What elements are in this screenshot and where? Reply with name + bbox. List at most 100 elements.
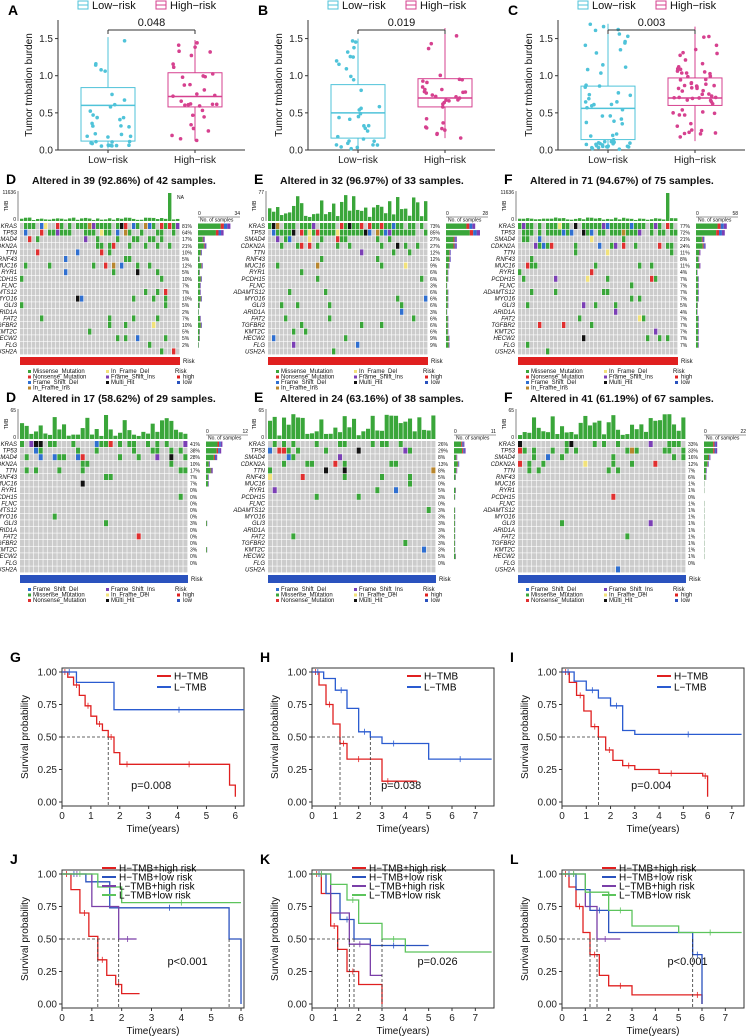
mutation-cell [320, 289, 324, 295]
data-point [179, 99, 184, 103]
mutation-cell [431, 526, 436, 533]
data-point [429, 41, 434, 46]
mutation-cell [127, 507, 132, 513]
mutation-cell [534, 282, 538, 289]
mutation-cell [272, 520, 277, 527]
mutation-cell [76, 236, 80, 243]
mutation-cell [99, 454, 104, 461]
mutation-cell [590, 328, 594, 335]
mutation-cell [384, 348, 388, 355]
mutation-cell [366, 441, 371, 447]
mutation-cell [156, 262, 160, 269]
mutation-cell [62, 546, 67, 553]
mutation-cell [146, 474, 151, 480]
gene-label: MYO16 [495, 297, 516, 303]
mutation-cell [320, 249, 324, 256]
mutation-cell [276, 322, 280, 328]
risk-bar [518, 357, 678, 365]
risk-bar [20, 575, 188, 583]
data-point [618, 47, 623, 52]
mutation-cell [630, 262, 634, 269]
mutation-cell [634, 295, 638, 302]
mutation-cell [408, 242, 412, 249]
mutation-cell [396, 315, 400, 322]
mutation-cell [310, 533, 315, 540]
mutation-cell [618, 229, 622, 236]
mutation-cell [68, 308, 72, 315]
gene-freq-bar [472, 223, 476, 229]
mutation-cell [52, 540, 57, 546]
data-point [347, 117, 352, 122]
mutation-cell [328, 540, 333, 546]
mutation-cell [168, 229, 172, 236]
mutation-cell [108, 315, 112, 322]
mutation-cell [328, 553, 333, 560]
mutation-cell [40, 289, 44, 295]
mutation-cell [654, 236, 658, 243]
tmb-bar [146, 433, 151, 439]
mutation-cell [361, 507, 366, 513]
mutation-cell [68, 229, 72, 236]
mutation-cell [590, 302, 594, 309]
tmb-zero-label: 0 [261, 435, 264, 441]
mutation-cell [92, 236, 96, 243]
mutation-cell [168, 249, 172, 256]
mutation-cell [43, 441, 48, 447]
mutation-cell [80, 546, 85, 553]
mutation-cell [356, 236, 360, 243]
mutation-cell [292, 302, 296, 309]
mutation-cell [118, 480, 123, 487]
tmb-bar [347, 427, 352, 439]
tmb-bar [364, 207, 368, 221]
oncoplot-title: Altered in 32 (96.97%) of 33 samples. [280, 175, 464, 187]
mutation-cell [176, 302, 180, 309]
mutation-cell [124, 295, 128, 302]
gene-label: TTN [5, 468, 17, 474]
mutation-cell [85, 520, 90, 527]
mutation-cell [316, 341, 320, 348]
mutation-cell [342, 520, 347, 527]
mutation-cell [160, 467, 165, 474]
mutation-cell [152, 223, 156, 229]
mutation-cell [132, 480, 137, 487]
mutation-cell [312, 308, 316, 315]
tmb-bar [92, 219, 96, 221]
data-point [371, 143, 375, 147]
mutation-cell [104, 302, 108, 309]
mutation-cell [403, 513, 408, 520]
mutation-cell [136, 526, 141, 533]
mutation-cell [570, 275, 574, 282]
mutation-cell [550, 256, 554, 262]
mutation-cell [408, 467, 413, 474]
mutation-cell [48, 249, 52, 256]
mutation-cell [412, 289, 416, 295]
mutation-cell [394, 526, 399, 533]
mutation-cell [268, 269, 272, 276]
tmb-bar [308, 216, 312, 221]
mutation-cell [412, 236, 416, 243]
mutation-cell [24, 553, 29, 560]
mutation-cell [366, 493, 371, 500]
mutation-cell [534, 256, 538, 262]
mutation-cell [108, 302, 112, 309]
mutation-cell [602, 256, 606, 262]
mutation-cell [582, 229, 586, 236]
mutation-cell [122, 493, 127, 500]
mutation-cell [422, 500, 427, 507]
mutation-cell [546, 249, 550, 256]
mutation-cell [389, 493, 394, 500]
mutation-cell [148, 289, 152, 295]
tmb-bar [582, 219, 586, 221]
data-point [423, 87, 427, 92]
mutation-cell [400, 229, 404, 236]
mutation-cell [534, 348, 538, 355]
data-point [617, 147, 622, 151]
tmb-max-label: 11636 [2, 190, 16, 196]
mutation-cell [136, 308, 140, 315]
mutation-cell [291, 474, 296, 480]
mutation-cell [598, 269, 602, 276]
mutation-cell [268, 454, 273, 461]
tmb-bar [100, 219, 104, 221]
mutation-cell [96, 262, 100, 269]
mutation-cell [268, 242, 272, 249]
